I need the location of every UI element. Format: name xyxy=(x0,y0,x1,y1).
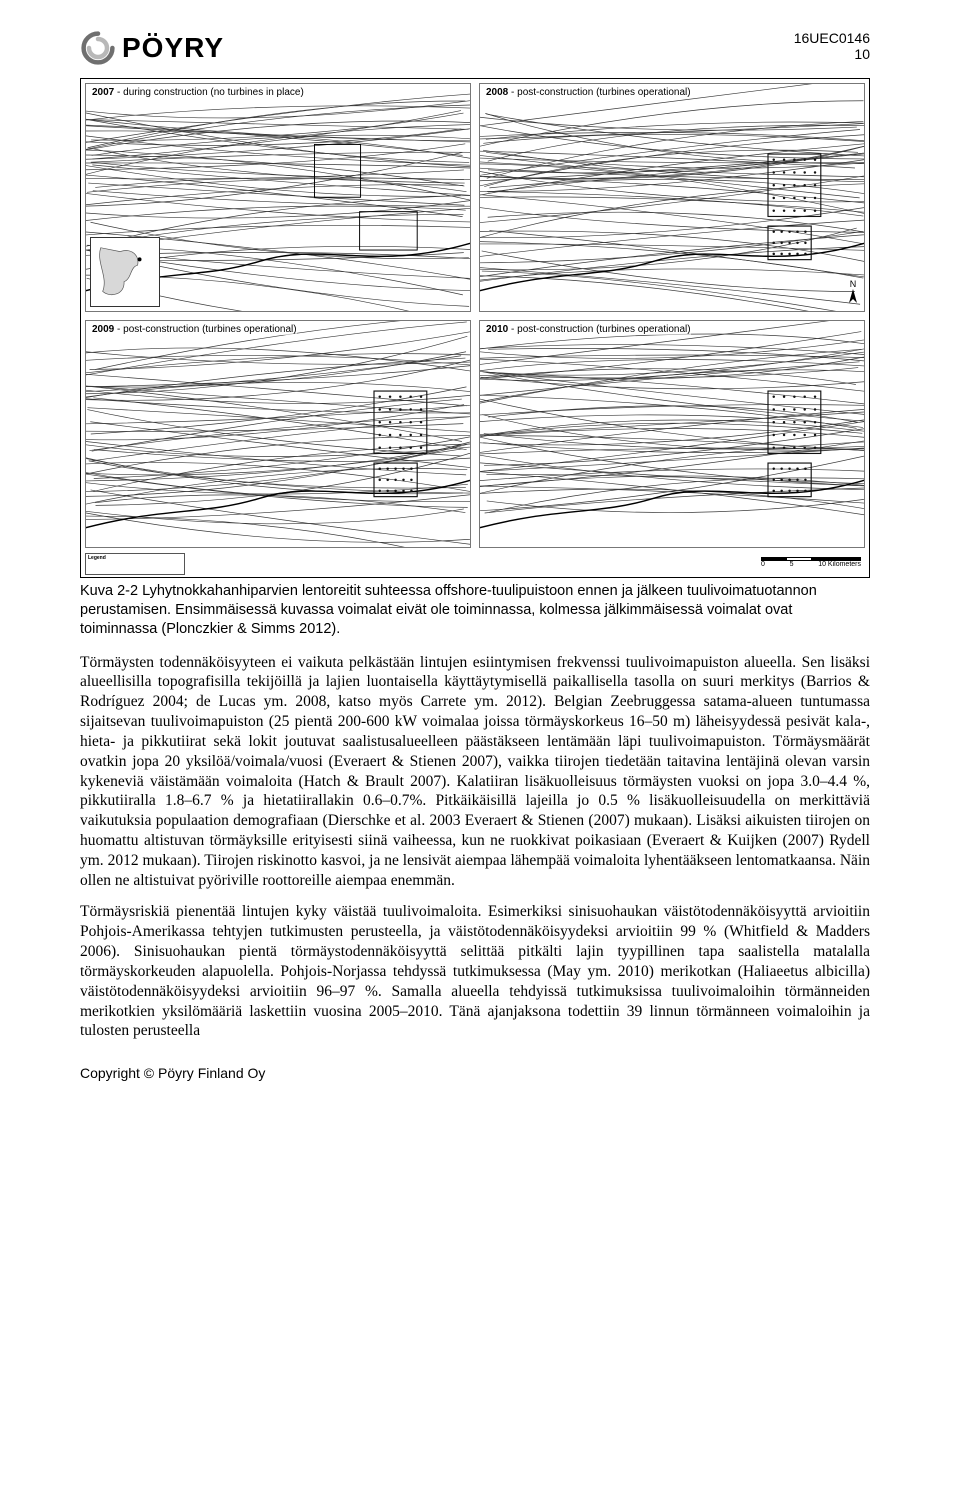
compass-icon: N xyxy=(848,279,858,305)
figure-scalebar: 0 5 10 Kilometers xyxy=(731,557,861,573)
inset-map xyxy=(90,237,160,307)
scale-5: 5 xyxy=(790,561,794,568)
scale-10: 10 Kilometers xyxy=(818,561,861,568)
figure-legend: Legend xyxy=(85,553,185,575)
panel-label: 2007 - during construction (no turbines … xyxy=(92,87,304,98)
logo-swirl-icon xyxy=(80,30,116,66)
figure-panel-2007: 2007 - during construction (no turbines … xyxy=(85,83,471,312)
doc-code: 16UEC0146 xyxy=(794,30,870,46)
logo-text: PÖYRY xyxy=(122,32,224,64)
panel-label: 2008 - post-construction (turbines opera… xyxy=(486,87,691,98)
logo: PÖYRY xyxy=(80,30,224,66)
panel-sketch xyxy=(86,321,470,548)
header-right: 16UEC0146 10 xyxy=(794,30,870,62)
paragraph-1: Törmäysten todennäköisyyteen ei vaikuta … xyxy=(80,653,870,891)
figure-panel-2010: 2010 - post-construction (turbines opera… xyxy=(479,320,865,549)
paragraph-2: Törmäysriskiä pienentää lintujen kyky vä… xyxy=(80,902,870,1041)
figure-caption: Kuva 2-2 Lyhytnokkahanhiparvien lentorei… xyxy=(80,582,870,639)
figure-panel-2008: 2008 - post-construction (turbines opera… xyxy=(479,83,865,312)
figure: 2007 - during construction (no turbines … xyxy=(80,78,870,578)
footer-copyright: Copyright © Pöyry Finland Oy xyxy=(80,1065,870,1081)
body-text: Törmäysten todennäköisyyteen ei vaikuta … xyxy=(80,653,870,1042)
figure-panel-2009: 2009 - post-construction (turbines opera… xyxy=(85,320,471,549)
panel-label: 2010 - post-construction (turbines opera… xyxy=(486,324,691,335)
page-number: 10 xyxy=(794,46,870,62)
legend-title: Legend xyxy=(88,555,106,561)
panel-sketch xyxy=(480,321,864,548)
scale-0: 0 xyxy=(761,561,765,568)
panel-sketch xyxy=(480,84,864,311)
panel-label: 2009 - post-construction (turbines opera… xyxy=(92,324,297,335)
page-header: PÖYRY 16UEC0146 10 xyxy=(80,30,870,66)
